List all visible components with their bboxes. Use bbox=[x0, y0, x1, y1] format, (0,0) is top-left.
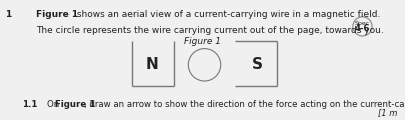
Text: shows an aerial view of a current-carrying wire in a magnetic field.: shows an aerial view of a current-carryi… bbox=[74, 10, 380, 19]
Text: On: On bbox=[47, 100, 62, 109]
Text: The circle represents the wire carrying current out of the page, towards you.: The circle represents the wire carrying … bbox=[36, 26, 384, 35]
Text: Figure 1: Figure 1 bbox=[184, 37, 221, 46]
Text: Figure 1: Figure 1 bbox=[55, 100, 95, 109]
Text: 1: 1 bbox=[5, 10, 11, 19]
Text: 4-6: 4-6 bbox=[355, 24, 370, 33]
Text: [1 m: [1 m bbox=[377, 109, 397, 118]
Text: S: S bbox=[252, 57, 263, 72]
Text: N: N bbox=[145, 57, 158, 72]
Text: , draw an arrow to show the direction of the force acting on the current-carryin: , draw an arrow to show the direction of… bbox=[84, 100, 405, 109]
Text: Spec: Spec bbox=[355, 21, 370, 26]
Text: Figure 1: Figure 1 bbox=[36, 10, 79, 19]
Text: 1.1: 1.1 bbox=[22, 100, 38, 109]
